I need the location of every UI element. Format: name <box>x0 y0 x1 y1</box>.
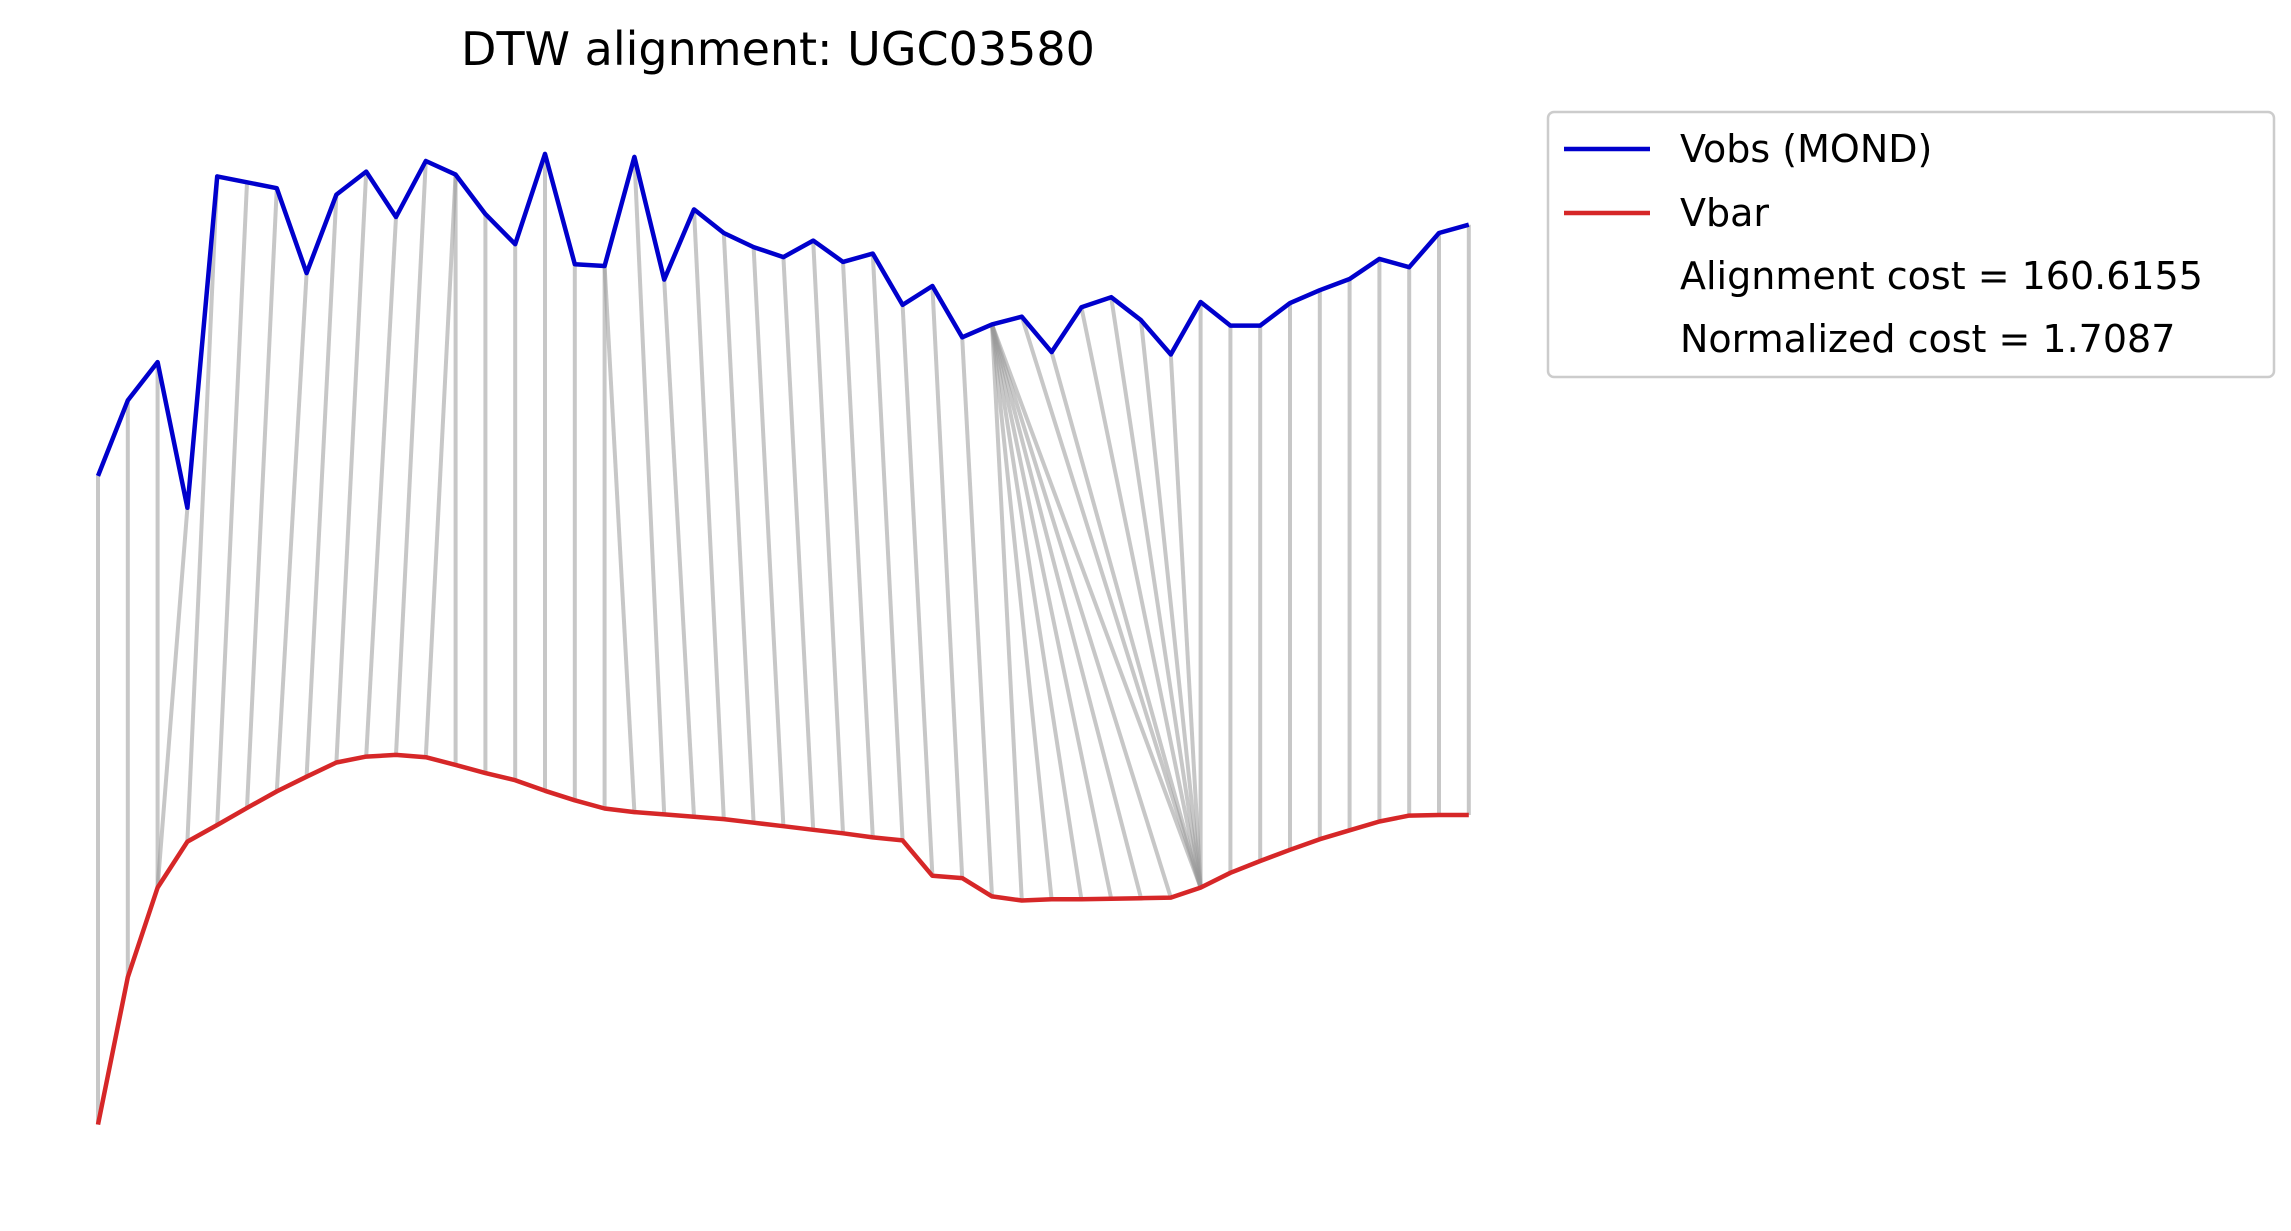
legend-label-vobs: Vobs (MOND) <box>1680 127 1932 171</box>
legend: Vobs (MOND) Vbar Alignment cost = 160.61… <box>1546 110 2276 379</box>
alignment-line <box>841 261 875 838</box>
alignment-line <box>1139 320 1203 888</box>
alignment-line <box>1079 306 1203 888</box>
alignment-line <box>900 304 935 876</box>
alignment-line <box>990 323 1114 900</box>
legend-label-vbar: Vbar <box>1680 191 1769 235</box>
alignment-line <box>990 324 1084 900</box>
series-line-vbar <box>95 752 1469 1126</box>
legend-frame <box>1546 110 2276 379</box>
alignment-line <box>811 240 845 834</box>
alignment-line <box>990 324 1024 901</box>
alignment-line <box>215 182 249 826</box>
alignment-line <box>751 247 786 827</box>
alignment-line <box>990 323 1203 889</box>
alignment-line <box>304 194 339 777</box>
alignment-line <box>423 174 458 758</box>
alignment-line <box>394 160 428 755</box>
alignment-line <box>960 337 994 897</box>
chart-title: DTW alignment: UGC03580 <box>461 22 1095 76</box>
alignment-line <box>155 507 190 888</box>
alignment-line <box>870 253 905 841</box>
alignment-line <box>990 323 1143 899</box>
alignment-line <box>990 324 1054 900</box>
alignment-line <box>781 257 816 830</box>
alignment-line <box>274 272 309 792</box>
alignment-line <box>602 265 637 813</box>
legend-alignment-cost: Alignment cost = 160.6155 <box>1680 254 2203 298</box>
alignment-line <box>662 279 696 817</box>
alignment-line <box>721 232 756 823</box>
alignment-path-lines <box>96 153 1471 1125</box>
alignment-line <box>1049 351 1203 889</box>
alignment-line <box>185 176 220 842</box>
alignment-line <box>692 209 726 820</box>
alignment-line <box>364 216 398 757</box>
alignment-line <box>632 156 667 815</box>
alignment-line <box>930 285 965 879</box>
alignment-line <box>245 188 279 809</box>
alignment-line <box>1168 354 1203 888</box>
series-lines <box>95 151 1470 1126</box>
alignment-line <box>334 171 369 763</box>
alignment-line <box>990 323 1173 899</box>
series-line-vobs <box>95 151 1470 511</box>
alignment-line <box>1109 296 1203 888</box>
alignment-line <box>1019 316 1203 889</box>
legend-normalized-cost: Normalized cost = 1.7087 <box>1680 317 2175 361</box>
